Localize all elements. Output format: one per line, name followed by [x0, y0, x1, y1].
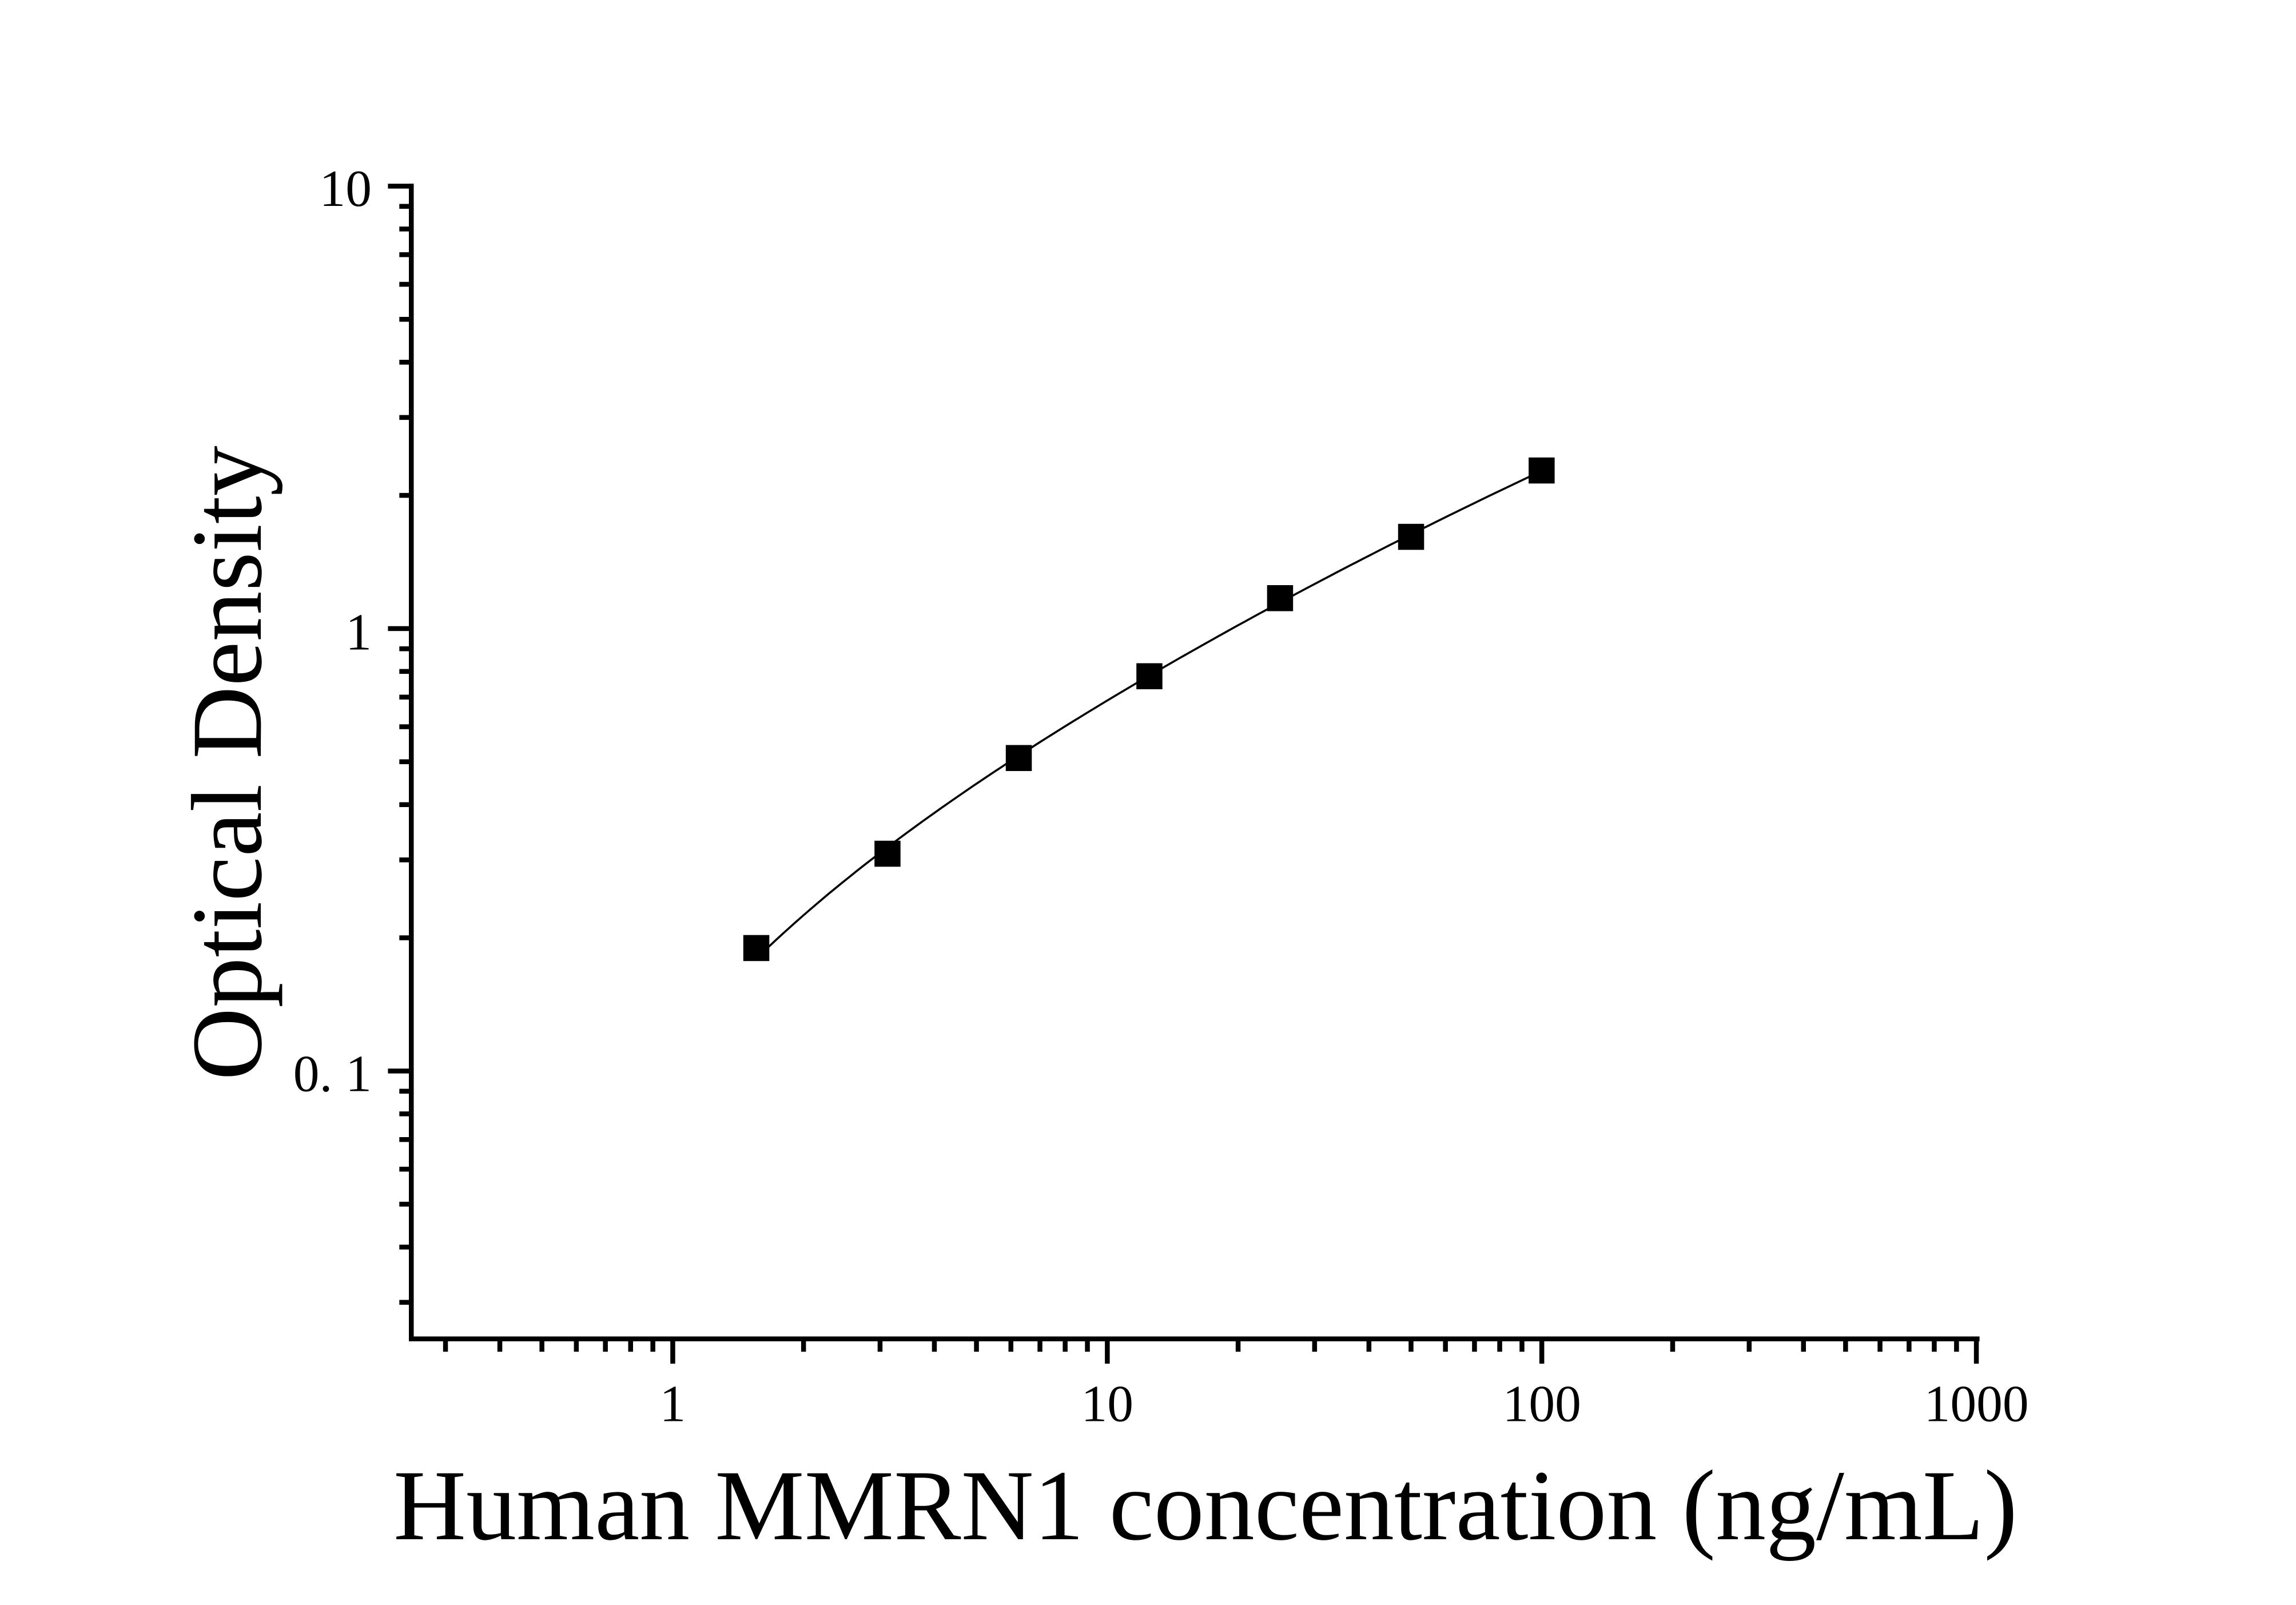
svg-text:0. 1: 0. 1 — [293, 1044, 372, 1103]
svg-text:1: 1 — [660, 1374, 686, 1433]
svg-text:Optical Density: Optical Density — [172, 446, 283, 1080]
svg-text:1: 1 — [345, 602, 372, 661]
svg-text:1000: 1000 — [1924, 1374, 2029, 1433]
svg-text:10: 10 — [320, 159, 372, 217]
svg-text:Human MMRN1 concentration (ng/: Human MMRN1 concentration (ng/mL) — [393, 1450, 2018, 1562]
svg-text:100: 100 — [1503, 1374, 1581, 1433]
svg-text:10: 10 — [1081, 1374, 1134, 1433]
